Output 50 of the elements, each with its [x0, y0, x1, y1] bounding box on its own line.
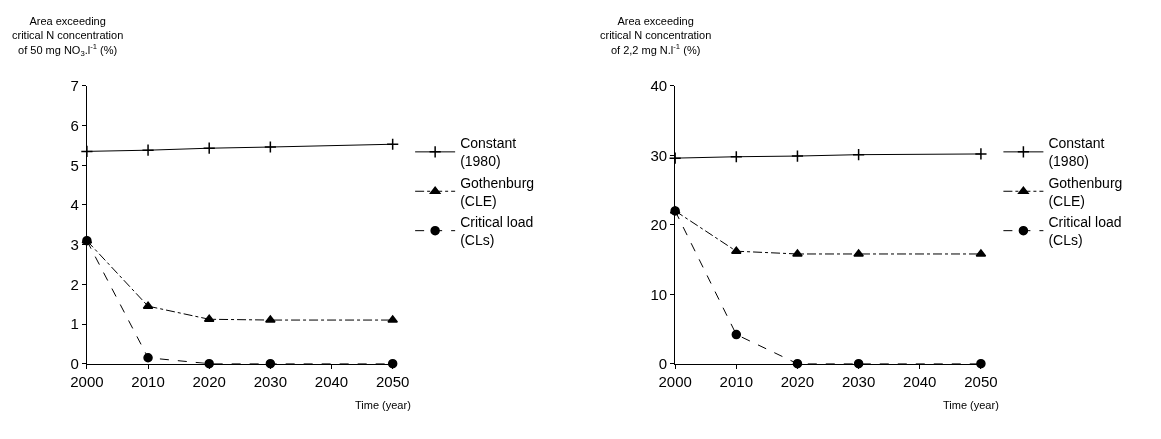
y-tick-label: 10	[650, 285, 668, 303]
x-tick-label: 2010	[131, 372, 165, 390]
y-tick-label: 2	[70, 275, 79, 293]
point	[791, 149, 804, 163]
x-tick-label: 2010	[719, 372, 753, 390]
y-tick-label: 1	[70, 315, 79, 333]
x-tick-label: 2030	[841, 372, 876, 390]
y-axis-title: Area exceeding critical N concentration of 50 mg NO$_{3}$.l$^{-1}$ (%)	[12, 15, 124, 58]
y-tick-label: 6	[70, 116, 79, 134]
legend-label: Constant (1980)	[1048, 135, 1105, 170]
y-tick-label: 7	[70, 77, 79, 95]
x-tick-label: 2040	[903, 372, 937, 390]
point	[852, 148, 865, 162]
y-tick-label: 5	[70, 156, 79, 174]
x-axis-title: Time (year)	[355, 399, 411, 411]
legend-label: Critical load (CLs)	[1048, 214, 1122, 249]
point	[202, 141, 216, 155]
point	[974, 147, 988, 161]
x-tick-label: 2050	[375, 372, 410, 390]
point	[668, 151, 682, 165]
y-tick-label: 0	[658, 354, 668, 372]
point	[143, 353, 153, 363]
x-tick-label: 2000	[70, 372, 104, 390]
point	[141, 143, 155, 157]
point	[729, 150, 743, 164]
point	[264, 140, 277, 154]
y-tick-label: 0	[70, 354, 79, 372]
y-tick-label: 30	[650, 146, 668, 164]
point	[853, 249, 864, 257]
y-tick-label: 4	[70, 196, 79, 214]
x-tick-label: 2020	[780, 372, 815, 390]
point	[792, 249, 803, 257]
y-tick-label: 20	[650, 216, 668, 234]
y-tick-label: 40	[650, 77, 668, 95]
point	[386, 137, 400, 151]
legend-label: Gothenburg (CLE)	[1048, 174, 1123, 209]
x-tick-label: 2040	[314, 372, 349, 390]
point	[80, 145, 94, 158]
legend-label: Constant (1980)	[460, 135, 517, 170]
y-tick-label: 3	[70, 235, 79, 253]
x-tick-label: 2020	[192, 372, 226, 390]
legend-label: Critical load (CLs)	[460, 214, 534, 249]
point	[731, 329, 742, 340]
x-axis-title: Time (year)	[943, 399, 999, 411]
legend-label: Gothenburg (CLE)	[460, 174, 535, 209]
x-tick-label: 2030	[253, 372, 288, 390]
x-tick-label: 2050	[964, 372, 998, 390]
x-tick-label: 2000	[658, 372, 692, 390]
point	[203, 314, 215, 323]
y-axis-title: Area exceeding critical N concentration of 2,2 mg N.l$^{-1}$ (%)	[600, 15, 712, 56]
